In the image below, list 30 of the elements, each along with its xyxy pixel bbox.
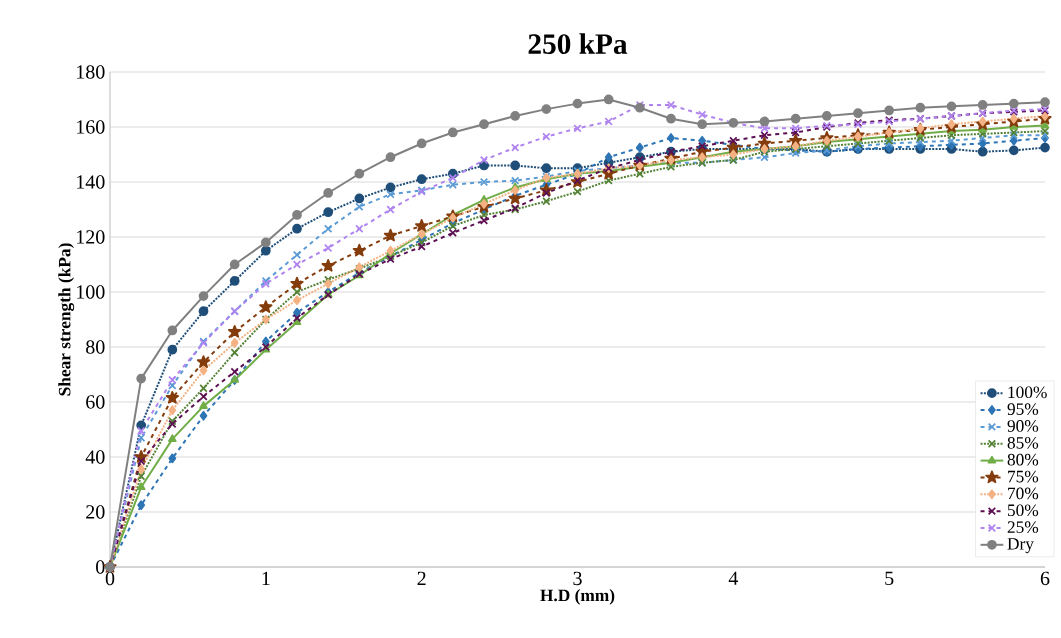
y-tick-label: 0	[96, 560, 105, 574]
legend-label: 50%	[1007, 504, 1039, 517]
y-tick-label: 40	[85, 450, 105, 464]
legend-label: 95%	[1007, 403, 1039, 416]
legend-label: 80%	[1007, 453, 1039, 466]
y-tick-label: 100	[77, 285, 105, 299]
legend-label: 90%	[1007, 420, 1039, 432]
y-tick-label: 180	[77, 65, 105, 79]
x-tick-label: 6	[1040, 571, 1050, 586]
legend-label: 85%	[1007, 436, 1039, 449]
y-tick-label: 140	[77, 175, 105, 189]
legend-label: 100%	[1008, 386, 1047, 399]
x-tick-label: 4	[728, 571, 739, 585]
x-tick-label: 1	[262, 571, 270, 585]
legend-label: 25%	[1007, 521, 1039, 534]
x-tick-label: 2	[417, 571, 426, 585]
legend-label: 75%	[1008, 470, 1039, 483]
x-axis-title: H.D (mm)	[540, 589, 615, 605]
legend-label: Dry	[1007, 538, 1034, 554]
y-tick-label: 160	[77, 120, 105, 134]
y-tick-label: 20	[86, 505, 105, 519]
x-tick-label: 0	[105, 571, 115, 586]
chart-title: 250 kPa	[528, 33, 628, 54]
y-tick-label: 80	[86, 340, 105, 354]
legend-label: 70%	[1008, 487, 1039, 500]
y-tick-label: 60	[86, 395, 105, 409]
y-tick-label: 120	[77, 230, 105, 244]
y-axis-title: Shear strength (kPa)	[58, 243, 75, 396]
x-tick-label: 5	[885, 571, 894, 585]
x-tick-label: 3	[573, 571, 582, 586]
